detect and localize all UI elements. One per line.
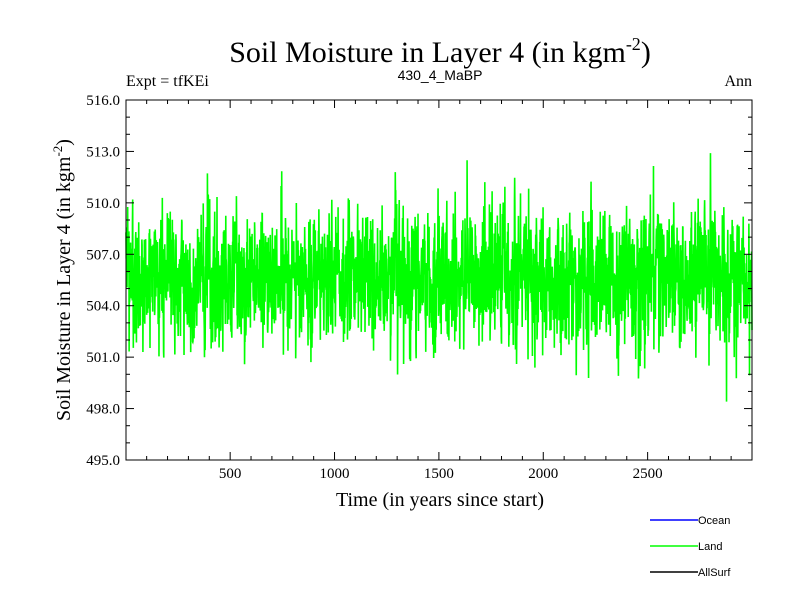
legend-label-ocean: Ocean xyxy=(698,515,730,527)
y-tick-label: 495.0 xyxy=(86,453,120,469)
legend-label-land: Land xyxy=(698,541,722,553)
legend: Ocean Land AllSurf xyxy=(650,515,731,579)
experiment-label: Expt = tfKEi xyxy=(126,73,209,90)
y-tick-label: 507.0 xyxy=(86,247,120,263)
x-tick-label: 2000 xyxy=(528,466,558,482)
x-tick-label: 500 xyxy=(219,466,242,482)
legend-label-allsurf: AllSurf xyxy=(698,567,731,579)
series-line-land xyxy=(125,153,753,402)
plot-area xyxy=(125,153,753,402)
season-label: Ann xyxy=(724,73,752,90)
y-tick-label: 498.0 xyxy=(86,402,120,418)
x-axis-label: Time (in years since start) xyxy=(336,489,544,511)
x-tick-label: 2500 xyxy=(633,466,663,482)
y-axis-label: Soil Moisture in Layer 4 (in kgm-2) xyxy=(50,139,75,421)
x-tick-label: 1000 xyxy=(320,466,350,482)
y-tick-label: 504.0 xyxy=(86,299,120,315)
x-tick-label: 1500 xyxy=(424,466,454,482)
y-tick-label: 510.0 xyxy=(86,196,120,212)
subtitle-label: 430_4_MaBP xyxy=(398,67,483,83)
x-axis: 500 1000 1500 2000 2500 xyxy=(146,100,732,482)
y-axis: 495.0 498.0 501.0 504.0 507.0 510.0 513.0 516.0 xyxy=(86,93,752,469)
y-tick-label: 513.0 xyxy=(86,144,120,160)
chart-title: Soil Moisture in Layer 4 (in kgm-2) xyxy=(229,34,651,69)
y-tick-label: 501.0 xyxy=(86,350,120,366)
y-tick-label: 516.0 xyxy=(86,93,120,109)
